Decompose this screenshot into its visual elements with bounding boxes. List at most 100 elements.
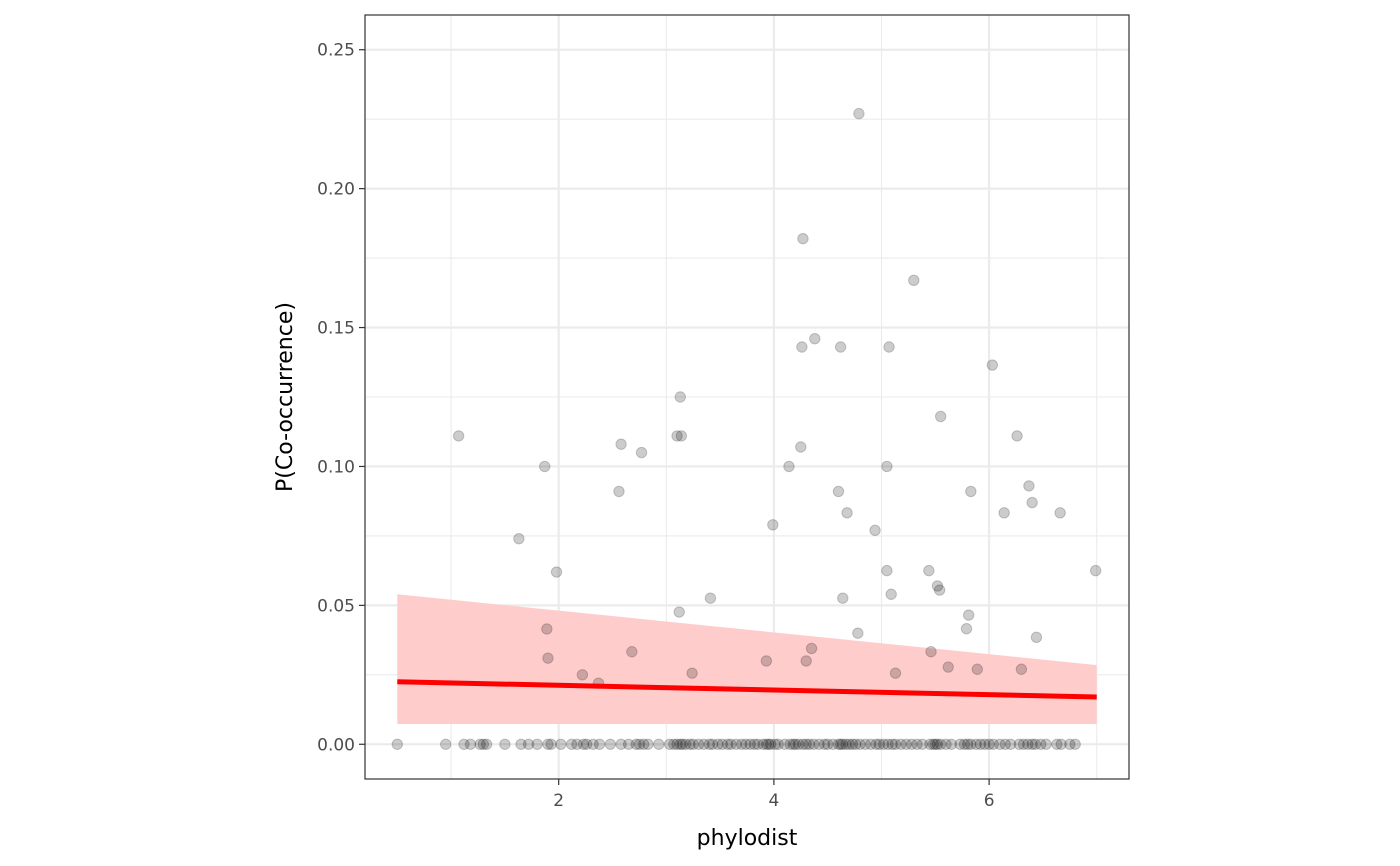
data-point bbox=[846, 738, 859, 750]
data-point bbox=[934, 738, 947, 750]
data-point bbox=[998, 507, 1010, 519]
data-point bbox=[752, 738, 764, 750]
data-point bbox=[515, 738, 527, 750]
data-point bbox=[1030, 631, 1043, 644]
data-point bbox=[805, 642, 818, 655]
data-point bbox=[674, 391, 686, 403]
data-point bbox=[994, 738, 1006, 750]
data-point bbox=[626, 646, 638, 658]
data-point bbox=[633, 738, 646, 750]
data-point bbox=[834, 341, 847, 353]
data-point bbox=[716, 738, 728, 750]
data-point bbox=[803, 738, 816, 750]
data-point bbox=[942, 661, 954, 673]
data-point bbox=[886, 738, 898, 750]
data-point bbox=[1051, 738, 1063, 750]
data-point bbox=[637, 738, 650, 750]
data-point bbox=[1026, 738, 1038, 750]
data-point bbox=[881, 460, 893, 473]
data-point bbox=[675, 430, 688, 442]
data-point bbox=[849, 738, 862, 750]
data-point bbox=[837, 592, 849, 604]
data-point bbox=[541, 623, 553, 635]
data-point bbox=[908, 274, 920, 287]
data-point bbox=[822, 738, 834, 750]
data-point bbox=[1035, 738, 1047, 750]
data-point bbox=[391, 738, 403, 750]
data-point bbox=[1022, 738, 1034, 750]
data-point bbox=[840, 738, 852, 750]
fit-line bbox=[397, 679, 1097, 700]
data-point bbox=[676, 738, 689, 750]
data-point bbox=[1013, 738, 1025, 750]
data-point bbox=[927, 738, 939, 750]
data-point bbox=[1064, 738, 1076, 750]
data-point bbox=[889, 738, 902, 750]
data-point bbox=[962, 609, 975, 621]
data-point bbox=[550, 566, 563, 578]
data-point bbox=[987, 738, 1000, 750]
data-point bbox=[630, 738, 642, 750]
data-point bbox=[1055, 738, 1067, 750]
data-point bbox=[789, 738, 802, 750]
data-point bbox=[843, 738, 855, 750]
data-point bbox=[706, 738, 719, 750]
data-point bbox=[480, 738, 493, 750]
data-point bbox=[837, 738, 849, 750]
data-point bbox=[571, 738, 583, 750]
data-point bbox=[783, 460, 795, 473]
data-point bbox=[1069, 738, 1081, 750]
data-point bbox=[965, 738, 977, 750]
y-tick-label: 0.25 bbox=[317, 41, 355, 61]
data-point bbox=[905, 738, 918, 750]
data-point bbox=[757, 738, 769, 750]
data-point bbox=[555, 738, 567, 750]
grid-minor bbox=[365, 15, 1129, 779]
data-point bbox=[735, 738, 748, 750]
data-point bbox=[769, 738, 781, 750]
y-tick-label: 0.10 bbox=[317, 457, 355, 477]
data-point bbox=[522, 738, 535, 750]
data-point bbox=[1017, 738, 1030, 750]
data-point bbox=[808, 738, 820, 750]
data-point bbox=[613, 485, 625, 498]
data-point bbox=[787, 738, 799, 750]
data-point bbox=[797, 232, 809, 245]
data-point bbox=[784, 738, 796, 750]
data-point bbox=[865, 738, 877, 750]
data-point bbox=[703, 738, 716, 750]
data-point bbox=[671, 430, 683, 442]
data-point bbox=[674, 738, 686, 750]
data-point bbox=[1040, 738, 1052, 750]
data-point bbox=[545, 738, 557, 750]
data-point bbox=[1015, 663, 1028, 675]
data-point bbox=[933, 584, 946, 596]
data-point bbox=[931, 738, 944, 750]
data-point bbox=[671, 738, 683, 750]
data-point bbox=[565, 738, 578, 750]
data-point bbox=[748, 738, 761, 750]
data-point bbox=[587, 738, 599, 750]
panel-border bbox=[364, 14, 1130, 780]
data-point bbox=[979, 738, 991, 750]
data-point bbox=[653, 738, 665, 750]
data-point bbox=[870, 738, 882, 750]
data-point bbox=[971, 663, 983, 675]
data-point bbox=[458, 738, 470, 750]
data-point bbox=[642, 738, 654, 750]
data-point bbox=[1089, 564, 1102, 577]
y-tick-label: 0.15 bbox=[317, 319, 355, 339]
data-point bbox=[827, 738, 839, 750]
data-point bbox=[772, 738, 784, 750]
data-point bbox=[853, 107, 865, 120]
data-point bbox=[834, 738, 847, 750]
data-point bbox=[986, 359, 999, 371]
data-point bbox=[974, 738, 987, 750]
data-point bbox=[795, 441, 807, 453]
data-point bbox=[692, 738, 705, 750]
data-point bbox=[954, 738, 966, 750]
data-point bbox=[539, 460, 551, 473]
data-point bbox=[499, 738, 511, 750]
data-point bbox=[797, 738, 809, 750]
data-point bbox=[762, 738, 775, 750]
